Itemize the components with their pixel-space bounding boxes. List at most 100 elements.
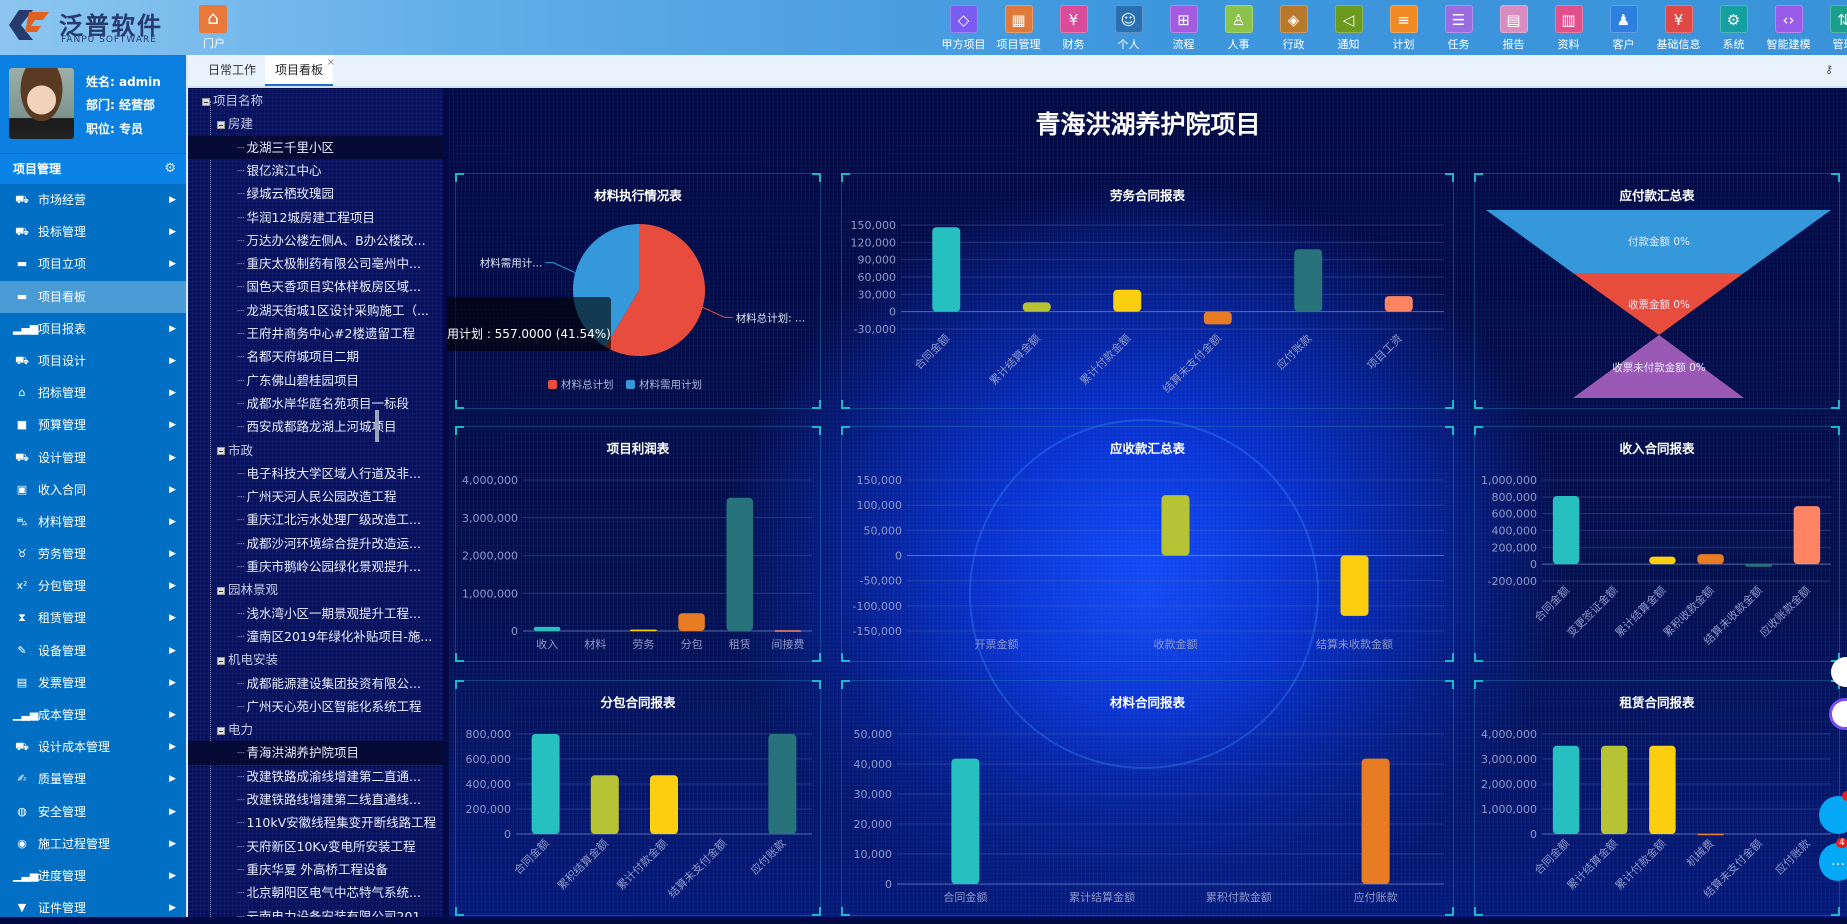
tree-item[interactable]: ┈重庆江北污水处理厂级改造工... (188, 508, 443, 531)
tree-item[interactable]: ┈天府新区10Kv变电所安装工程 (188, 835, 443, 858)
sidebar-item-3[interactable]: ▬项目看板 (0, 281, 186, 313)
collapse-icon[interactable] (217, 587, 225, 595)
splitter-handle[interactable] (375, 410, 379, 442)
tree-root[interactable]: 项目名称 (188, 89, 443, 112)
bar[interactable] (1385, 296, 1413, 312)
sidebar-item-0[interactable]: ⛟市场经营▶ (0, 184, 186, 216)
sidebar-item-6[interactable]: ⌂招标管理▶ (0, 377, 186, 409)
tree-item[interactable]: ┈云南电力设备安装有限公司201... (188, 905, 443, 918)
bar[interactable] (932, 227, 960, 311)
tree-item[interactable]: ┈成都沙河环境综合提升改造运... (188, 532, 443, 555)
sidebar-item-13[interactable]: ⧗租赁管理▶ (0, 602, 186, 634)
tree-item[interactable]: ┈绿城云栖玫瑰园 (188, 182, 443, 205)
collapse-icon[interactable] (217, 447, 225, 455)
bar[interactable] (1113, 290, 1141, 312)
nav-item-16[interactable]: ⇅管理 (1816, 5, 1847, 52)
tree-item[interactable]: ┈万达办公楼左侧A、B办公楼改... (188, 229, 443, 252)
bar[interactable] (650, 775, 678, 834)
sidebar-item-4[interactable]: ▂▄▆项目报表▶ (0, 313, 186, 345)
bar[interactable] (1362, 759, 1390, 884)
nav-item-8[interactable]: ≡计划 (1376, 5, 1431, 52)
bar[interactable] (1697, 834, 1723, 836)
close-icon[interactable]: × (327, 47, 335, 78)
sidebar-item-19[interactable]: ◍安全管理▶ (0, 796, 186, 828)
nav-item-14[interactable]: ⚙系统 (1706, 5, 1761, 52)
nav-item-11[interactable]: ▥资料 (1541, 5, 1596, 52)
tree-item[interactable]: ┈广东佛山碧桂园项目 (188, 369, 443, 392)
gear-icon[interactable]: ⚙ (164, 154, 176, 184)
bar[interactable] (1553, 746, 1579, 834)
sidebar-item-17[interactable]: ⛟设计成本管理▶ (0, 731, 186, 763)
tree-item[interactable]: ┈广州天河人民公园改造工程 (188, 485, 443, 508)
nav-item-0[interactable]: ◇甲方项目 (936, 5, 991, 52)
tree-item[interactable]: ┈龙湖三千里小区 (188, 136, 443, 159)
sidebar-item-16[interactable]: ▁▃▅成本管理▶ (0, 699, 186, 731)
nav-item-13[interactable]: ¥基础信息 (1651, 5, 1706, 52)
tree-item[interactable]: ┈国色天香项目实体样板房区域... (188, 275, 443, 298)
sidebar-item-11[interactable]: ♉劳务管理▶ (0, 538, 186, 570)
bar[interactable] (1162, 495, 1190, 555)
sidebar-item-10[interactable]: ⛍材料管理▶ (0, 506, 186, 538)
tree-item[interactable]: ┈青海洪湖养护院项目 (188, 741, 443, 764)
collapse-icon[interactable] (217, 121, 225, 129)
tree-item[interactable]: ┈北京朝阳区电气中芯特气系统... (188, 881, 443, 904)
sidebar-item-5[interactable]: ⛟项目设计▶ (0, 345, 186, 377)
bar[interactable] (1601, 746, 1627, 834)
sidebar-item-7[interactable]: ■预算管理▶ (0, 409, 186, 441)
sidebar-item-22[interactable]: ▼证件管理▶ (0, 892, 186, 924)
collapse-icon[interactable] (202, 98, 210, 106)
bar[interactable] (591, 775, 619, 834)
tree-item[interactable]: ┈潼南区2019年绿化补贴项目-施... (188, 625, 443, 648)
sidebar-item-14[interactable]: ✎设备管理▶ (0, 635, 186, 667)
sidebar-item-1[interactable]: ⛟投标管理▶ (0, 216, 186, 248)
nav-item-2[interactable]: ¥财务 (1046, 5, 1101, 52)
tree-item[interactable]: ┈银亿滨江中心 (188, 159, 443, 182)
legend-label[interactable]: 材料总计划 (561, 378, 614, 391)
sidebar-item-20[interactable]: ◉施工过程管理▶ (0, 828, 186, 860)
tree-group[interactable]: 市政 (188, 439, 443, 462)
bar[interactable] (727, 498, 753, 631)
bar[interactable] (532, 734, 560, 834)
bar[interactable] (768, 734, 796, 834)
bar[interactable] (1294, 249, 1322, 311)
nav-portal[interactable]: ⌂ 门户 (199, 5, 229, 51)
logo[interactable]: 泛普软件 FANPU SOFTWARE (9, 6, 169, 46)
nav-item-9[interactable]: ☰任务 (1431, 5, 1486, 52)
sidebar-item-2[interactable]: ▬项目立项▶ (0, 248, 186, 280)
bar[interactable] (1794, 506, 1820, 564)
bar[interactable] (1553, 496, 1579, 564)
nav-item-5[interactable]: ♙人事 (1211, 5, 1266, 52)
nav-item-6[interactable]: ◈行政 (1266, 5, 1321, 52)
bar[interactable] (534, 627, 560, 631)
tree-item[interactable]: ┈浅水湾小区一期景观提升工程... (188, 602, 443, 625)
collapse-icon[interactable] (217, 657, 225, 665)
tree-item[interactable]: ┈重庆华夏 外高桥工程设备 (188, 858, 443, 881)
sidebar-item-8[interactable]: ⛟设计管理▶ (0, 442, 186, 474)
tree-group[interactable]: 电力 (188, 718, 443, 741)
sidebar-item-21[interactable]: ▁▃▅进度管理▶ (0, 860, 186, 892)
tree-item[interactable]: ┈重庆太极制药有限公司亳州中... (188, 252, 443, 275)
nav-item-7[interactable]: ◁通知 (1321, 5, 1376, 52)
bar[interactable] (775, 630, 801, 632)
legend-swatch[interactable] (626, 380, 635, 389)
tree-item[interactable]: ┈名都天府城项目二期 (188, 345, 443, 368)
tree-item[interactable]: ┈成都水岸华庭名苑项目一标段 (188, 392, 443, 415)
bar[interactable] (630, 630, 656, 632)
bar[interactable] (1023, 302, 1051, 311)
tab-project-board[interactable]: 项目看板× (265, 55, 333, 86)
tree-item[interactable]: ┈电子科技大学区域人行道及非... (188, 462, 443, 485)
tree-item[interactable]: ┈华润12城房建工程项目 (188, 206, 443, 229)
tree-group[interactable]: 园林景观 (188, 578, 443, 601)
bar[interactable] (1649, 557, 1675, 565)
key-icon[interactable]: ⚷ (1825, 63, 1833, 76)
tree-item[interactable]: ┈王府井商务中心#2楼遗留工程 (188, 322, 443, 345)
tree-item[interactable]: ┈广州天心苑小区智能化系统工程 (188, 695, 443, 718)
tree-item[interactable]: ┈龙湖天街城1区设计采购施工（... (188, 299, 443, 322)
legend-label[interactable]: 材料需用计划 (639, 378, 702, 391)
sidebar-item-15[interactable]: ▤发票管理▶ (0, 667, 186, 699)
bar[interactable] (678, 613, 704, 631)
nav-item-15[interactable]: ‹›智能建模 (1761, 5, 1816, 52)
bar[interactable] (951, 759, 979, 884)
collapse-icon[interactable] (217, 727, 225, 735)
tree-item[interactable]: ┈成都能源建设集团投资有限公... (188, 672, 443, 695)
